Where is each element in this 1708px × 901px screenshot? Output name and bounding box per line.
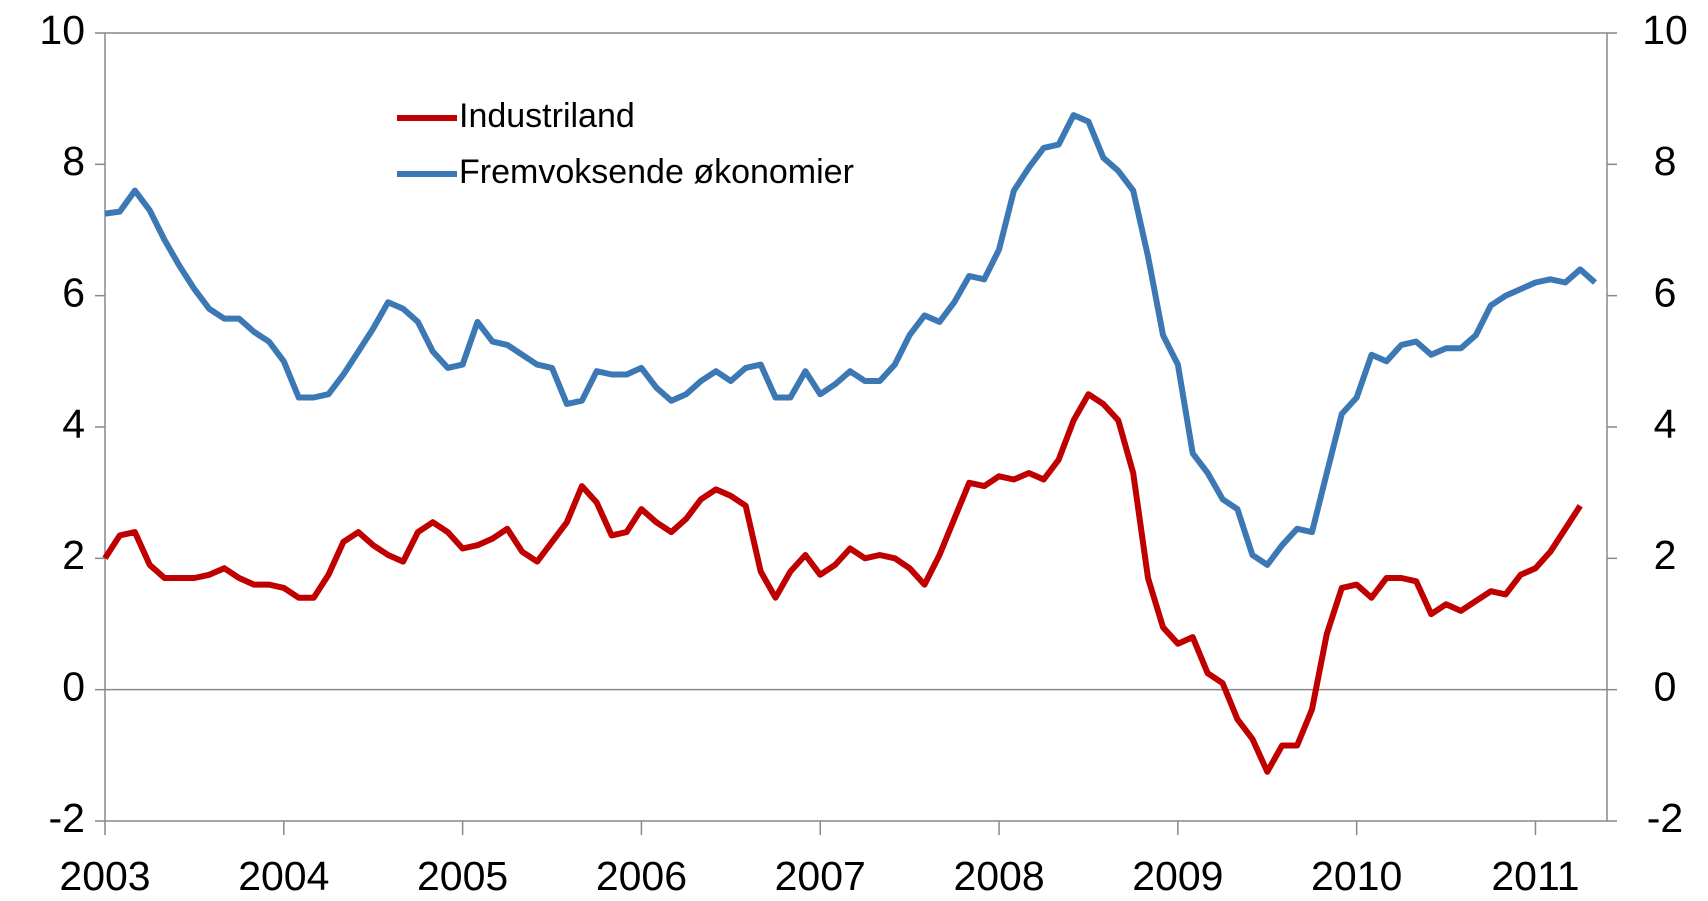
x-tick-label: 2006 <box>596 853 687 899</box>
legend-label: Industriland <box>459 97 635 135</box>
y2-tick-label: 2 <box>1654 532 1677 578</box>
series-line <box>102 391 1583 775</box>
y2-tick-label: -2 <box>1647 795 1683 841</box>
x-tick-label: 2004 <box>238 853 329 899</box>
legend-label: Fremvoksende økonomier <box>459 153 854 191</box>
x-tick-label: 2003 <box>59 853 150 899</box>
y-tick-label: 8 <box>62 138 85 184</box>
x-tick-label: 2008 <box>953 853 1044 899</box>
y-tick-label: -2 <box>49 795 85 841</box>
y2-tick-label: 6 <box>1654 269 1677 315</box>
y2-tick-label: 0 <box>1654 663 1677 709</box>
y2-tick-label: 10 <box>1642 7 1688 53</box>
y-tick-label: 0 <box>62 663 85 709</box>
x-tick-label: 2007 <box>775 853 866 899</box>
x-tick-label: 2010 <box>1311 853 1402 899</box>
y-tick-label: 2 <box>62 532 85 578</box>
plot-frame <box>104 32 1608 822</box>
y2-tick-label: 4 <box>1654 401 1677 447</box>
series-line <box>104 112 1597 568</box>
x-tick-label: 2011 <box>1491 853 1579 899</box>
y-tick-label: 4 <box>62 401 85 447</box>
y-tick-label: 10 <box>39 7 85 53</box>
x-tick-label: 2009 <box>1132 853 1223 899</box>
x-tick-label: 2005 <box>417 853 508 899</box>
y-tick-label: 6 <box>62 269 85 315</box>
y2-tick-label: 8 <box>1654 138 1677 184</box>
